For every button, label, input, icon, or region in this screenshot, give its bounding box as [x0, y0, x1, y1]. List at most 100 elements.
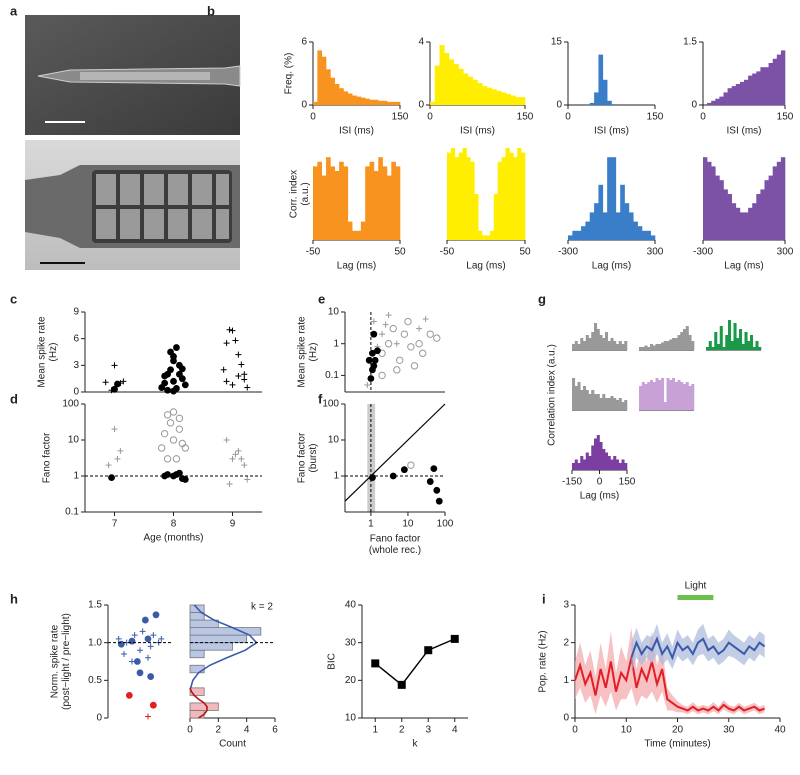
y-tick-label: 0 [73, 387, 79, 398]
y-tick-label: 10 [345, 713, 357, 724]
point [396, 356, 404, 364]
y-axis-label: Fano factor [42, 432, 53, 483]
bar [637, 226, 643, 240]
bar [650, 344, 654, 350]
bar [369, 161, 375, 240]
point [393, 340, 400, 347]
point [117, 447, 124, 454]
bar [735, 207, 741, 240]
chart [572, 378, 628, 411]
x-tick-label: 50 [394, 247, 406, 258]
y-tick-label: 0.1 [65, 507, 79, 518]
bar [395, 166, 401, 240]
point [173, 471, 180, 478]
x-tick-label: 0 [310, 112, 316, 123]
x-tick-label: 0 [597, 477, 603, 488]
bar [482, 235, 487, 240]
point [241, 462, 248, 469]
y-tick-label: 1 [563, 675, 569, 686]
point [223, 437, 230, 443]
bar [505, 148, 510, 240]
y-axis-label: Pop. rate (Hz) [538, 630, 549, 692]
bar [313, 101, 318, 105]
bar [360, 97, 366, 105]
chart: 0 150 0 15 ISI (ms) [551, 37, 664, 137]
bar [722, 347, 726, 350]
bar [330, 166, 336, 240]
bar [621, 344, 625, 350]
bar [691, 341, 695, 350]
x-tick-label: -300 [693, 247, 713, 258]
bar [585, 452, 589, 470]
error-band [631, 623, 765, 673]
bar [688, 386, 692, 410]
bar [688, 335, 692, 350]
x-tick-label: 7 [112, 519, 118, 530]
y-tick-label: 0 [96, 713, 102, 724]
x-tick-label: 150 [517, 112, 534, 123]
probe-array [80, 72, 210, 80]
bar [741, 344, 745, 350]
bar [744, 79, 749, 105]
y-tick-label: 20 [345, 675, 357, 686]
point [374, 347, 381, 355]
bar [644, 345, 648, 350]
bar [685, 326, 689, 350]
bar [580, 390, 584, 410]
bar [744, 212, 749, 240]
bar [672, 338, 676, 350]
point [145, 713, 151, 720]
point [115, 635, 122, 642]
bar [585, 335, 589, 350]
point [379, 331, 386, 338]
bar [616, 344, 620, 350]
bar [624, 341, 628, 350]
point [235, 447, 242, 454]
x-tick-label: 9 [230, 519, 236, 530]
bar [585, 221, 591, 240]
bar [572, 463, 576, 470]
x-tick-label: 4 [452, 725, 458, 736]
chart: f 1 10 100 1 10 100 Fano factor (whole rec.) Fano… [296, 391, 454, 555]
bar [474, 194, 479, 240]
bar [501, 157, 506, 240]
bar [356, 230, 362, 240]
bar [641, 347, 645, 350]
x-tick-label: 0 [700, 112, 706, 123]
point [173, 344, 180, 351]
bar [599, 398, 603, 410]
bar [683, 384, 687, 410]
bar [706, 347, 710, 350]
point [416, 325, 423, 332]
light-bar [677, 595, 714, 600]
point [426, 478, 434, 485]
bar [641, 382, 645, 410]
bar [639, 347, 643, 350]
bar [672, 378, 676, 410]
bar [607, 341, 611, 350]
point [424, 646, 433, 655]
x-tick-label: 300 [777, 247, 794, 258]
point [161, 472, 169, 480]
bar [663, 341, 667, 350]
point [378, 371, 386, 380]
point [150, 632, 157, 639]
bar [610, 396, 614, 410]
bar [382, 166, 388, 240]
bar [373, 99, 379, 105]
bar [583, 386, 587, 410]
bar [707, 161, 712, 240]
bar [661, 342, 665, 350]
point [371, 356, 379, 364]
bar [594, 323, 598, 350]
y-tick-label: 40 [345, 600, 357, 611]
bar [326, 157, 331, 240]
bar [596, 329, 600, 350]
bar [588, 338, 592, 350]
bar [487, 87, 493, 105]
bar [680, 332, 684, 350]
bar [674, 338, 678, 350]
x-tick-label: 150 [392, 112, 409, 123]
x-tick-label: -50 [440, 247, 455, 258]
bar [647, 347, 651, 350]
